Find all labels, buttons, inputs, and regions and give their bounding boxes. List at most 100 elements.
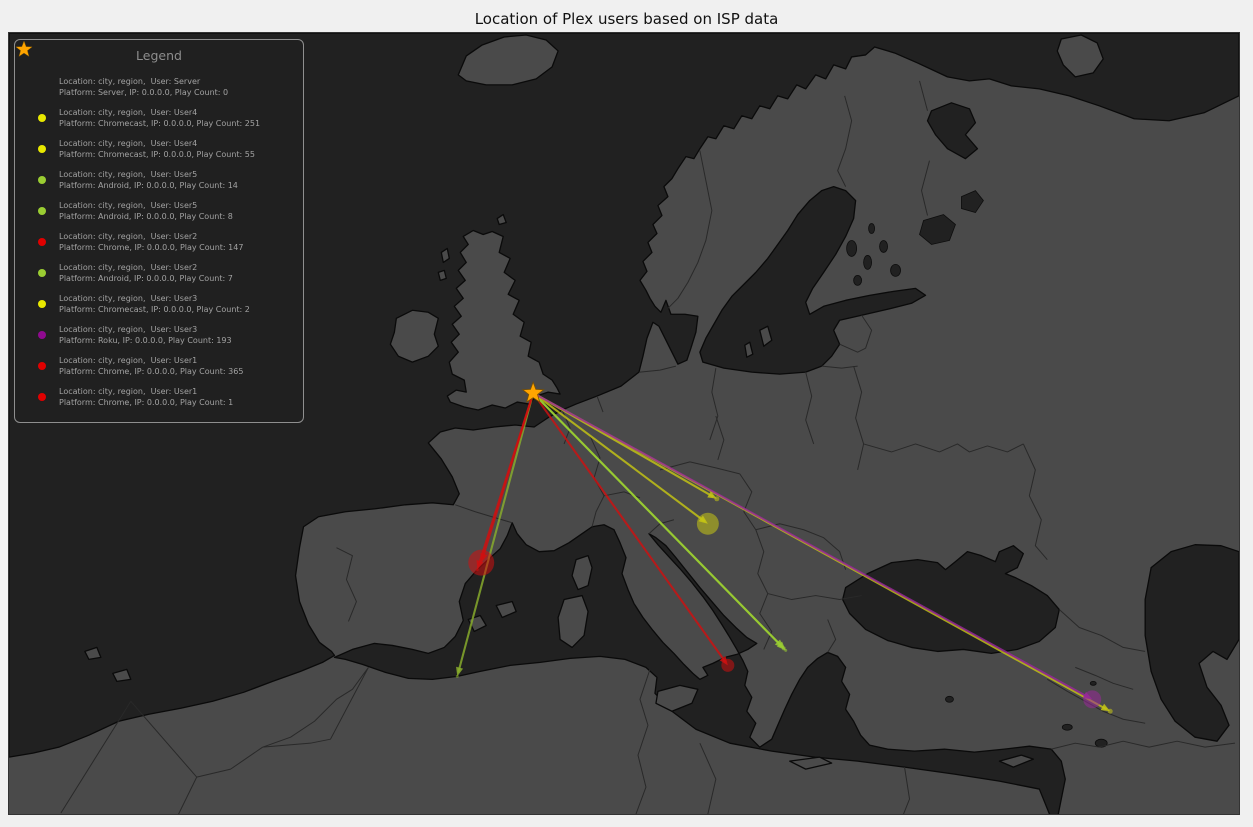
ireland — [389, 309, 439, 363]
user-dot-icon — [38, 175, 46, 184]
atlantic-ocean — [9, 33, 1239, 758]
legend-entry-text: Location: city, region, User: User5 Platf… — [59, 169, 238, 190]
server-to-user-arrow — [457, 392, 535, 673]
user-dot-icon — [38, 299, 46, 308]
legend-entry-text: Location: city, region, User: User4 Platf… — [59, 138, 255, 159]
user-dot-icon — [25, 392, 59, 401]
arrowhead-icon — [456, 666, 464, 677]
balearic-islands — [467, 600, 517, 633]
lake-onega — [961, 190, 984, 214]
legend-title: Legend — [136, 48, 182, 63]
legend-entry-text: Location: city, region, User: User1 Platf… — [59, 386, 234, 407]
sicily — [655, 684, 699, 712]
legend-entry: Location: city, region, User: User5 Platf… — [25, 164, 293, 195]
user-location-marker — [468, 549, 495, 576]
finnish-lake — [868, 223, 875, 234]
legend-entry: Location: city, region, User: User2 Platf… — [25, 257, 293, 288]
user-location-marker — [714, 496, 720, 502]
user-dot-icon — [25, 237, 59, 246]
legend-entry-text: Location: city, region, User: User3 Platf… — [59, 293, 250, 314]
server-star-marker — [521, 380, 545, 403]
legend-entry-text: Location: city, region, User: Server Plat… — [59, 76, 229, 97]
legend-entry: Location: city, region, User: User3 Platf… — [25, 288, 293, 319]
legend-entry-text: Location: city, region, User: User5 Platf… — [59, 200, 233, 221]
user-dot-icon — [25, 144, 59, 153]
user-dot-icon — [38, 144, 46, 153]
black-sea — [841, 545, 1060, 655]
iceland — [457, 34, 559, 86]
white-sea — [926, 102, 979, 160]
user-dot-icon — [38, 361, 46, 370]
server-to-user-arrow — [532, 392, 727, 663]
legend-entry: Location: city, region, User: User1 Platf… — [25, 381, 293, 412]
user-location-marker — [784, 648, 788, 652]
user-dot-icon — [38, 113, 46, 122]
page-title: Location of Plex users based on ISP data — [474, 10, 779, 28]
country-borders — [60, 80, 1236, 814]
user-location-marker — [721, 658, 735, 672]
legend-entries: Location: city, region, User: Server Plat… — [15, 40, 293, 412]
plot-overlay — [455, 380, 1113, 714]
server-to-user-arrow — [532, 392, 784, 649]
oceans-and-seas — [9, 33, 1239, 814]
finnish-lake — [863, 255, 872, 270]
finnish-lake — [853, 274, 863, 286]
legend-entry-text: Location: city, region, User: User3 Platf… — [59, 324, 232, 345]
user-dot-icon — [38, 268, 46, 277]
user-dot-icon — [25, 361, 59, 370]
map-axes: Legend Location: city, region, User: Ser… — [8, 32, 1240, 815]
crete — [789, 756, 833, 770]
legend-entry: Location: city, region, User: User1 Platf… — [25, 350, 293, 381]
great-britain — [446, 229, 561, 411]
user-dot-icon — [38, 392, 46, 401]
lake-van — [1061, 723, 1073, 731]
europe-map-svg — [9, 33, 1239, 814]
arrowhead-icon — [707, 491, 717, 499]
finnish-lake — [846, 240, 858, 257]
lake-sevan — [1089, 680, 1097, 686]
user-dot-icon — [25, 175, 59, 184]
finnish-lake — [879, 240, 888, 253]
legend-entry: Location: city, region, User: User2 Platf… — [25, 226, 293, 257]
user-location-marker — [696, 512, 719, 535]
server-to-user-arrow — [532, 392, 706, 523]
server-to-user-arrow — [477, 392, 535, 567]
legend-entry: Location: city, region, User: User4 Platf… — [25, 133, 293, 164]
lakes — [846, 190, 1108, 748]
user-location-marker — [475, 568, 479, 572]
lake-ladoga — [919, 214, 956, 245]
legend-entry-text: Location: city, region, User: User4 Platf… — [59, 107, 261, 128]
user-dot-icon — [25, 268, 59, 277]
user-dot-icon — [25, 299, 59, 308]
user-dot-icon — [38, 237, 46, 246]
corsica — [571, 555, 593, 591]
user-location-marker — [1083, 690, 1102, 709]
legend-entry: Location: city, region, User: Server Plat… — [15, 40, 293, 102]
cyprus — [998, 754, 1034, 768]
lake-tuz — [945, 695, 954, 703]
user-dot-icon — [25, 113, 59, 122]
legend-entry-text: Location: city, region, User: User2 Platf… — [59, 231, 244, 252]
user-dot-icon — [38, 330, 46, 339]
server-to-user-arrow — [532, 392, 1090, 699]
arrowhead-icon — [1100, 703, 1111, 712]
baltic-sea — [699, 185, 927, 375]
user-location-marker — [455, 674, 459, 678]
finnish-lake — [890, 264, 901, 277]
gotland — [744, 325, 773, 358]
legend-entry-text: Location: city, region, User: User1 Platf… — [59, 355, 244, 376]
sardinia — [557, 594, 589, 649]
kanin-peninsula — [1056, 34, 1104, 78]
legend-entry: Location: city, region, User: User5 Platf… — [25, 195, 293, 226]
user-dot-icon — [25, 206, 59, 215]
user-dot-icon — [25, 330, 59, 339]
legend-entry: Location: city, region, User: User3 Platf… — [25, 319, 293, 350]
caspian-sea — [1144, 544, 1239, 742]
canary-madeira-islands — [84, 646, 132, 682]
user-location-marker — [1107, 708, 1113, 714]
legend-entry: Location: city, region, User: User4 Platf… — [25, 102, 293, 133]
user-dot-icon — [38, 206, 46, 215]
mediterranean-sea — [333, 522, 1066, 814]
islands — [84, 34, 1104, 770]
